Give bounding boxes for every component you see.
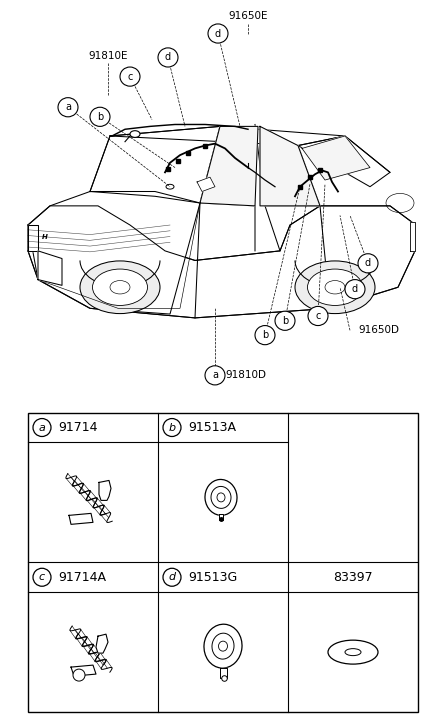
Text: a: a bbox=[212, 370, 218, 380]
Ellipse shape bbox=[110, 281, 130, 294]
Text: H: H bbox=[42, 235, 48, 241]
Text: 91513A: 91513A bbox=[188, 421, 236, 434]
Text: c: c bbox=[127, 71, 133, 81]
Circle shape bbox=[120, 67, 140, 87]
Ellipse shape bbox=[217, 493, 225, 502]
Polygon shape bbox=[298, 136, 390, 187]
Ellipse shape bbox=[219, 641, 228, 651]
Circle shape bbox=[90, 108, 110, 126]
Text: 91810D: 91810D bbox=[225, 370, 266, 380]
Text: b: b bbox=[169, 422, 176, 433]
Text: 91714: 91714 bbox=[58, 421, 97, 434]
Text: d: d bbox=[365, 258, 371, 268]
Ellipse shape bbox=[130, 131, 140, 137]
Text: d: d bbox=[169, 572, 176, 582]
Ellipse shape bbox=[93, 269, 148, 305]
Bar bbox=[28, 412, 418, 712]
Circle shape bbox=[33, 419, 51, 436]
Text: b: b bbox=[97, 112, 103, 122]
Text: b: b bbox=[262, 330, 268, 340]
Polygon shape bbox=[28, 206, 415, 318]
Text: d: d bbox=[215, 28, 221, 39]
Circle shape bbox=[358, 254, 378, 273]
Polygon shape bbox=[220, 668, 227, 678]
Ellipse shape bbox=[308, 269, 363, 305]
Polygon shape bbox=[200, 126, 258, 206]
Text: d: d bbox=[352, 284, 358, 294]
Polygon shape bbox=[96, 634, 108, 653]
Text: 91714A: 91714A bbox=[58, 571, 106, 584]
Circle shape bbox=[345, 280, 365, 299]
Polygon shape bbox=[219, 515, 223, 521]
Ellipse shape bbox=[212, 633, 234, 659]
Text: 91650D: 91650D bbox=[358, 326, 399, 335]
Circle shape bbox=[308, 306, 328, 326]
Text: 91650E: 91650E bbox=[228, 12, 268, 21]
Polygon shape bbox=[28, 225, 38, 251]
Polygon shape bbox=[110, 126, 345, 145]
Polygon shape bbox=[410, 222, 415, 251]
Text: a: a bbox=[38, 422, 46, 433]
Ellipse shape bbox=[295, 261, 375, 313]
Text: a: a bbox=[65, 103, 71, 112]
Circle shape bbox=[33, 569, 51, 586]
Ellipse shape bbox=[211, 486, 231, 508]
Text: 83397: 83397 bbox=[333, 571, 373, 584]
Ellipse shape bbox=[204, 624, 242, 668]
Polygon shape bbox=[90, 126, 220, 203]
Circle shape bbox=[58, 97, 78, 117]
Polygon shape bbox=[38, 251, 62, 285]
Ellipse shape bbox=[345, 648, 361, 656]
Text: c: c bbox=[39, 572, 45, 582]
Circle shape bbox=[205, 366, 225, 385]
Circle shape bbox=[163, 569, 181, 586]
Ellipse shape bbox=[205, 479, 237, 515]
Polygon shape bbox=[71, 665, 96, 676]
Polygon shape bbox=[99, 481, 111, 500]
Text: d: d bbox=[165, 52, 171, 63]
Text: b: b bbox=[282, 316, 288, 326]
Text: 91513G: 91513G bbox=[188, 571, 237, 584]
Polygon shape bbox=[302, 136, 370, 180]
Polygon shape bbox=[69, 513, 93, 524]
Circle shape bbox=[73, 669, 85, 681]
Text: c: c bbox=[315, 311, 320, 321]
Text: 91810E: 91810E bbox=[88, 51, 128, 60]
Circle shape bbox=[158, 48, 178, 67]
Ellipse shape bbox=[328, 640, 378, 664]
Ellipse shape bbox=[325, 281, 345, 294]
Polygon shape bbox=[28, 191, 200, 314]
Polygon shape bbox=[260, 126, 320, 206]
Ellipse shape bbox=[166, 185, 174, 189]
Circle shape bbox=[208, 24, 228, 43]
Circle shape bbox=[255, 326, 275, 345]
Circle shape bbox=[275, 311, 295, 330]
Circle shape bbox=[163, 419, 181, 436]
Polygon shape bbox=[197, 177, 215, 191]
Ellipse shape bbox=[80, 261, 160, 313]
